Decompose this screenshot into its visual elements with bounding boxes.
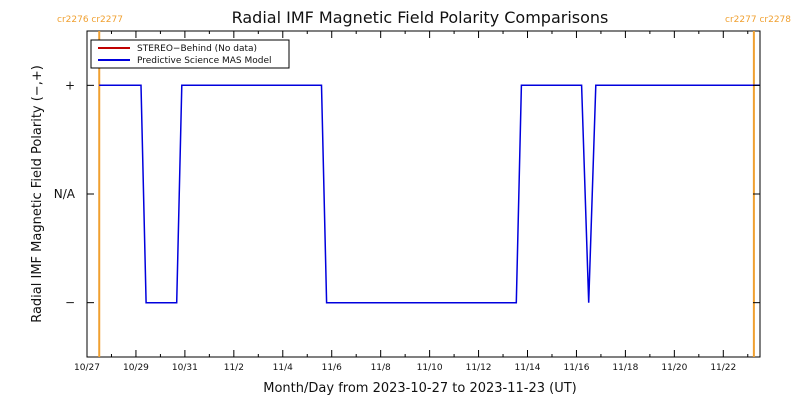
x-tick-label: 11/10 xyxy=(417,363,443,373)
x-tick-label: 11/16 xyxy=(563,363,589,373)
y-tick-label: − xyxy=(65,296,75,310)
x-axis-label: Month/Day from 2023-10-27 to 2023-11-23 … xyxy=(263,381,576,396)
x-tick-label: 11/12 xyxy=(466,363,492,373)
carrington-label-left: cr2276 cr2277 xyxy=(57,15,123,25)
y-tick-label: N/A xyxy=(54,187,76,201)
legend: STEREO−Behind (No data) Predictive Scien… xyxy=(90,39,290,69)
x-tick-label: 10/29 xyxy=(123,363,149,373)
legend-box xyxy=(90,39,290,69)
y-tick-label: + xyxy=(65,78,75,92)
plot-frame xyxy=(86,30,761,358)
x-tick-label: 11/14 xyxy=(515,363,541,373)
legend-label-stereo: STEREO−Behind (No data) xyxy=(137,44,257,54)
x-tick-label: 10/31 xyxy=(172,363,198,373)
x-tick-label: 11/8 xyxy=(371,363,391,373)
x-axis: 10/27 10/29 10/31 11/2 11/4 11/6 11/8 11/10 11/1… xyxy=(74,31,749,373)
x-tick-label: 11/2 xyxy=(224,363,244,373)
legend-label-mas: Predictive Science MAS Model xyxy=(137,56,272,66)
carrington-boundaries xyxy=(98,31,755,357)
y-axis: + N/A − xyxy=(54,78,760,310)
series-layer xyxy=(99,84,760,304)
carrington-label-right: cr2277 cr2278 xyxy=(725,15,791,25)
chart-title: Radial IMF Magnetic Field Polarity Compa… xyxy=(232,8,609,27)
x-tick-label: 11/20 xyxy=(661,363,687,373)
x-tick-label: 11/6 xyxy=(322,363,342,373)
series-line-mas-model xyxy=(99,84,760,304)
x-tick-label: 11/18 xyxy=(612,363,638,373)
x-tick-label: 10/27 xyxy=(74,363,100,373)
x-tick-label: 11/4 xyxy=(273,363,293,373)
x-tick-label: 11/22 xyxy=(710,363,736,373)
y-axis-label: Radial IMF Magnetic Field Polarity (−,+) xyxy=(30,65,45,323)
